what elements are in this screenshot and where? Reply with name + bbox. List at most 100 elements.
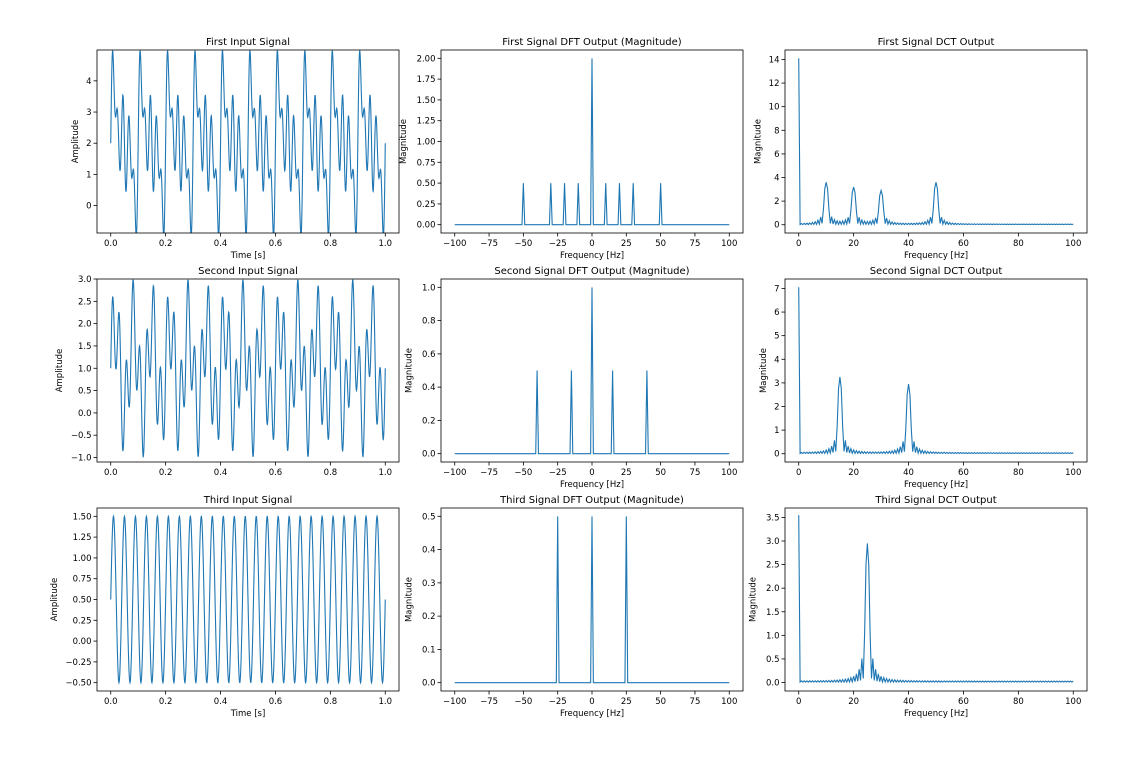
- x-tick-label: 25: [621, 697, 632, 707]
- subplot-3: 0 20 40 60 80 100 0 2 4 6 8 10 12 14 First Signal DCT …: [754, 37, 1088, 261]
- x-tick-label: 100: [1065, 239, 1081, 249]
- y-tick-label: 0.3: [422, 579, 436, 589]
- y-tick-label: 10: [769, 103, 780, 113]
- x-tick-label: 100: [721, 697, 737, 707]
- x-tick-label: 0.2: [159, 697, 173, 707]
- axes-frame: [96, 278, 400, 463]
- x-tick-label: 1.0: [379, 468, 393, 478]
- y-tick-label: 8: [774, 126, 779, 136]
- axes-frame: [96, 49, 400, 234]
- y-axis-label: Magnitude: [404, 348, 414, 393]
- series-line: [110, 514, 386, 685]
- y-tick-label: 6: [774, 150, 779, 160]
- y-tick-label: 0.0: [422, 450, 436, 460]
- x-tick-label: 100: [1065, 468, 1081, 478]
- subplot-8: −100 −75 −50 −25 0 25 50 75 100 0.0 0.1 0.2 0.3 0.4 0.…: [404, 495, 744, 719]
- x-axis-label: Frequency [Hz]: [904, 709, 968, 719]
- y-tick-label: 0.4: [422, 383, 436, 393]
- series-line: [110, 279, 386, 459]
- y-tick-label: 3: [86, 108, 91, 118]
- y-tick-label: −0.5: [71, 431, 92, 441]
- x-tick-label: 0.2: [159, 468, 173, 478]
- y-axis-label: Magnitude: [759, 348, 769, 393]
- x-tick-label: −50: [514, 468, 532, 478]
- x-tick-label: 0.6: [269, 697, 283, 707]
- y-tick-label: 1: [774, 426, 779, 436]
- x-tick-label: 0.4: [214, 697, 228, 707]
- x-tick-label: 40: [903, 468, 914, 478]
- y-tick-label: 3.0: [766, 537, 780, 547]
- y-axis-label: Magnitude: [404, 577, 414, 622]
- x-tick-label: 0.8: [324, 239, 338, 249]
- series-line: [454, 58, 730, 226]
- x-tick-label: 0.4: [214, 468, 228, 478]
- x-tick-label: 1.0: [379, 239, 393, 249]
- x-tick-label: −100: [443, 239, 466, 249]
- x-tick-label: 60: [958, 239, 969, 249]
- x-tick-label: 100: [1065, 697, 1081, 707]
- y-tick-label: 1.50: [73, 512, 92, 522]
- x-tick-label: 0.4: [214, 239, 228, 249]
- x-axis-label: Frequency [Hz]: [904, 480, 968, 490]
- x-tick-label: −75: [480, 239, 498, 249]
- x-tick-label: 0: [589, 239, 594, 249]
- y-axis-label: Amplitude: [71, 120, 81, 164]
- subplot-title: Second Input Signal: [198, 266, 298, 277]
- x-axis-label: Frequency [Hz]: [560, 709, 624, 719]
- subplot-9: 0 20 40 60 80 100 0.0 0.5 1.0 1.5 2.0 2.5 3.0 3.5 Thir…: [748, 495, 1088, 719]
- axes-frame: [784, 49, 1088, 234]
- x-tick-label: −50: [514, 697, 532, 707]
- y-tick-label: 0.0: [78, 409, 92, 419]
- series-line: [454, 516, 730, 684]
- y-tick-label: 4: [774, 174, 779, 184]
- x-tick-label: 0.0: [104, 468, 118, 478]
- y-tick-label: 1.0: [766, 631, 780, 641]
- y-tick-label: 0.0: [766, 679, 780, 689]
- y-tick-label: −0.50: [65, 679, 91, 689]
- y-tick-label: 0.5: [766, 655, 780, 665]
- x-tick-label: −75: [480, 468, 498, 478]
- y-tick-label: 0.4: [422, 546, 436, 556]
- y-tick-label: 0: [774, 221, 779, 231]
- y-tick-label: 1.0: [422, 283, 436, 293]
- x-tick-label: 0: [796, 239, 801, 249]
- x-tick-label: 40: [903, 697, 914, 707]
- y-tick-label: 1.5: [78, 342, 92, 352]
- x-tick-label: 80: [1013, 239, 1024, 249]
- series-line: [798, 515, 1074, 684]
- y-tick-label: 1.00: [417, 138, 436, 148]
- x-tick-label: 100: [721, 239, 737, 249]
- x-tick-label: 20: [848, 468, 859, 478]
- y-tick-label: 0.2: [422, 612, 436, 622]
- subplot-1: 0.0 0.2 0.4 0.6 0.8 1.0 0 1 2 3 4 First Input Signa…: [71, 37, 400, 261]
- y-tick-label: 0.2: [422, 416, 436, 426]
- x-axis-label: Time [s]: [230, 251, 266, 261]
- y-tick-label: 1: [86, 170, 91, 180]
- x-tick-label: −25: [549, 239, 567, 249]
- y-tick-label: 1.50: [417, 96, 436, 106]
- x-tick-label: 80: [1013, 697, 1024, 707]
- y-tick-label: 4: [774, 355, 779, 365]
- y-tick-label: 14: [769, 55, 780, 65]
- x-tick-label: 0: [589, 697, 594, 707]
- y-tick-label: 3.0: [78, 275, 92, 285]
- x-tick-label: 75: [690, 239, 701, 249]
- axes-frame: [784, 278, 1088, 463]
- x-tick-label: 60: [958, 697, 969, 707]
- x-tick-label: 100: [721, 468, 737, 478]
- series-line: [798, 58, 1074, 227]
- axes-frame: [784, 507, 1088, 692]
- subplot-title: First Signal DCT Output: [878, 37, 995, 48]
- x-tick-label: −100: [443, 468, 466, 478]
- y-tick-label: 0.25: [417, 200, 436, 210]
- x-tick-label: 0.2: [159, 239, 173, 249]
- y-tick-label: −0.25: [65, 658, 91, 668]
- y-tick-label: 0.5: [78, 387, 92, 397]
- y-tick-label: 1.25: [73, 533, 92, 543]
- y-axis-label: Magnitude: [399, 119, 409, 164]
- x-axis-label: Frequency [Hz]: [560, 251, 624, 261]
- x-tick-label: 1.0: [379, 697, 393, 707]
- y-tick-label: 6: [774, 308, 779, 318]
- x-tick-label: 25: [621, 239, 632, 249]
